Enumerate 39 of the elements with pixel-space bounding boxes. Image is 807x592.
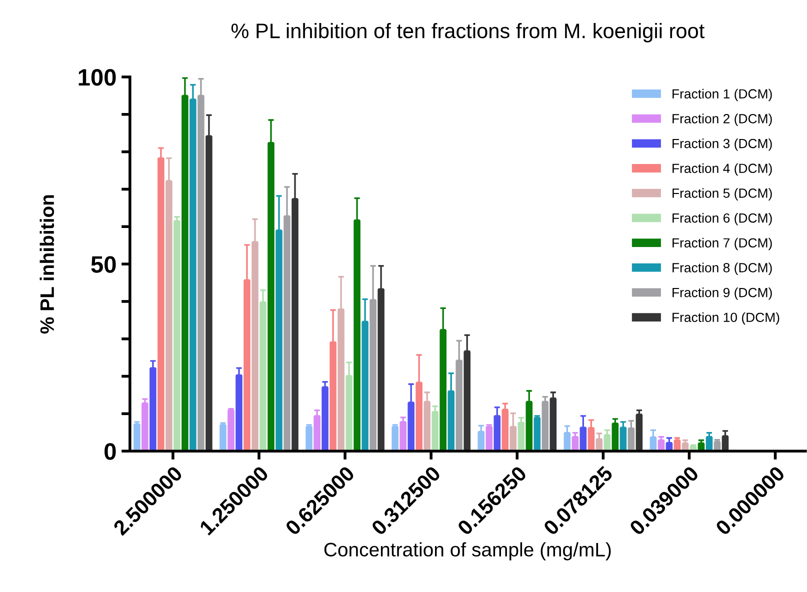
bar xyxy=(502,410,509,452)
bar xyxy=(370,300,376,452)
bar xyxy=(400,422,406,452)
y-tick-label: 0 xyxy=(104,443,116,460)
x-axis-title: Concentration of sample (mg/mL) xyxy=(324,542,611,560)
legend-label: Fraction 2 (DCM) xyxy=(672,114,772,126)
y-axis-title: % PL inhibition xyxy=(40,195,54,334)
bar xyxy=(174,221,180,452)
bar xyxy=(542,402,549,452)
bar xyxy=(408,402,414,452)
legend-label: Fraction 9 (DCM) xyxy=(672,288,772,300)
bar xyxy=(292,198,298,452)
legend-label: Fraction 5 (DCM) xyxy=(672,188,772,200)
bar xyxy=(134,424,140,452)
bar xyxy=(142,403,148,452)
y-tick-label: 100 xyxy=(78,69,116,86)
legend-label: Fraction 3 (DCM) xyxy=(672,138,772,151)
bar xyxy=(494,416,501,452)
legend-label: Fraction 1 (DCM) xyxy=(672,88,772,102)
bar xyxy=(166,180,172,452)
bar xyxy=(306,426,312,452)
bar xyxy=(456,360,462,452)
bar xyxy=(392,426,398,452)
bar xyxy=(486,426,493,452)
bar xyxy=(534,418,541,452)
legend-label: Fraction 10 (DCM) xyxy=(672,312,780,325)
bar xyxy=(314,416,320,452)
legend-label: Fraction 7 (DCM) xyxy=(672,238,772,250)
legend-label: Fraction 6 (DCM) xyxy=(672,213,772,226)
y-tick-label: 50 xyxy=(91,256,116,273)
legend-label: Fraction 8 (DCM) xyxy=(672,262,772,275)
bar xyxy=(150,368,156,452)
bar xyxy=(220,424,226,452)
bar xyxy=(206,136,212,452)
chart-title: % PL inhibition of ten fractions from M. koenigii root xyxy=(231,22,705,42)
bar xyxy=(252,242,258,452)
bar xyxy=(518,422,525,452)
legend-label: Fraction 4 (DCM) xyxy=(672,163,772,176)
bar xyxy=(228,410,234,452)
